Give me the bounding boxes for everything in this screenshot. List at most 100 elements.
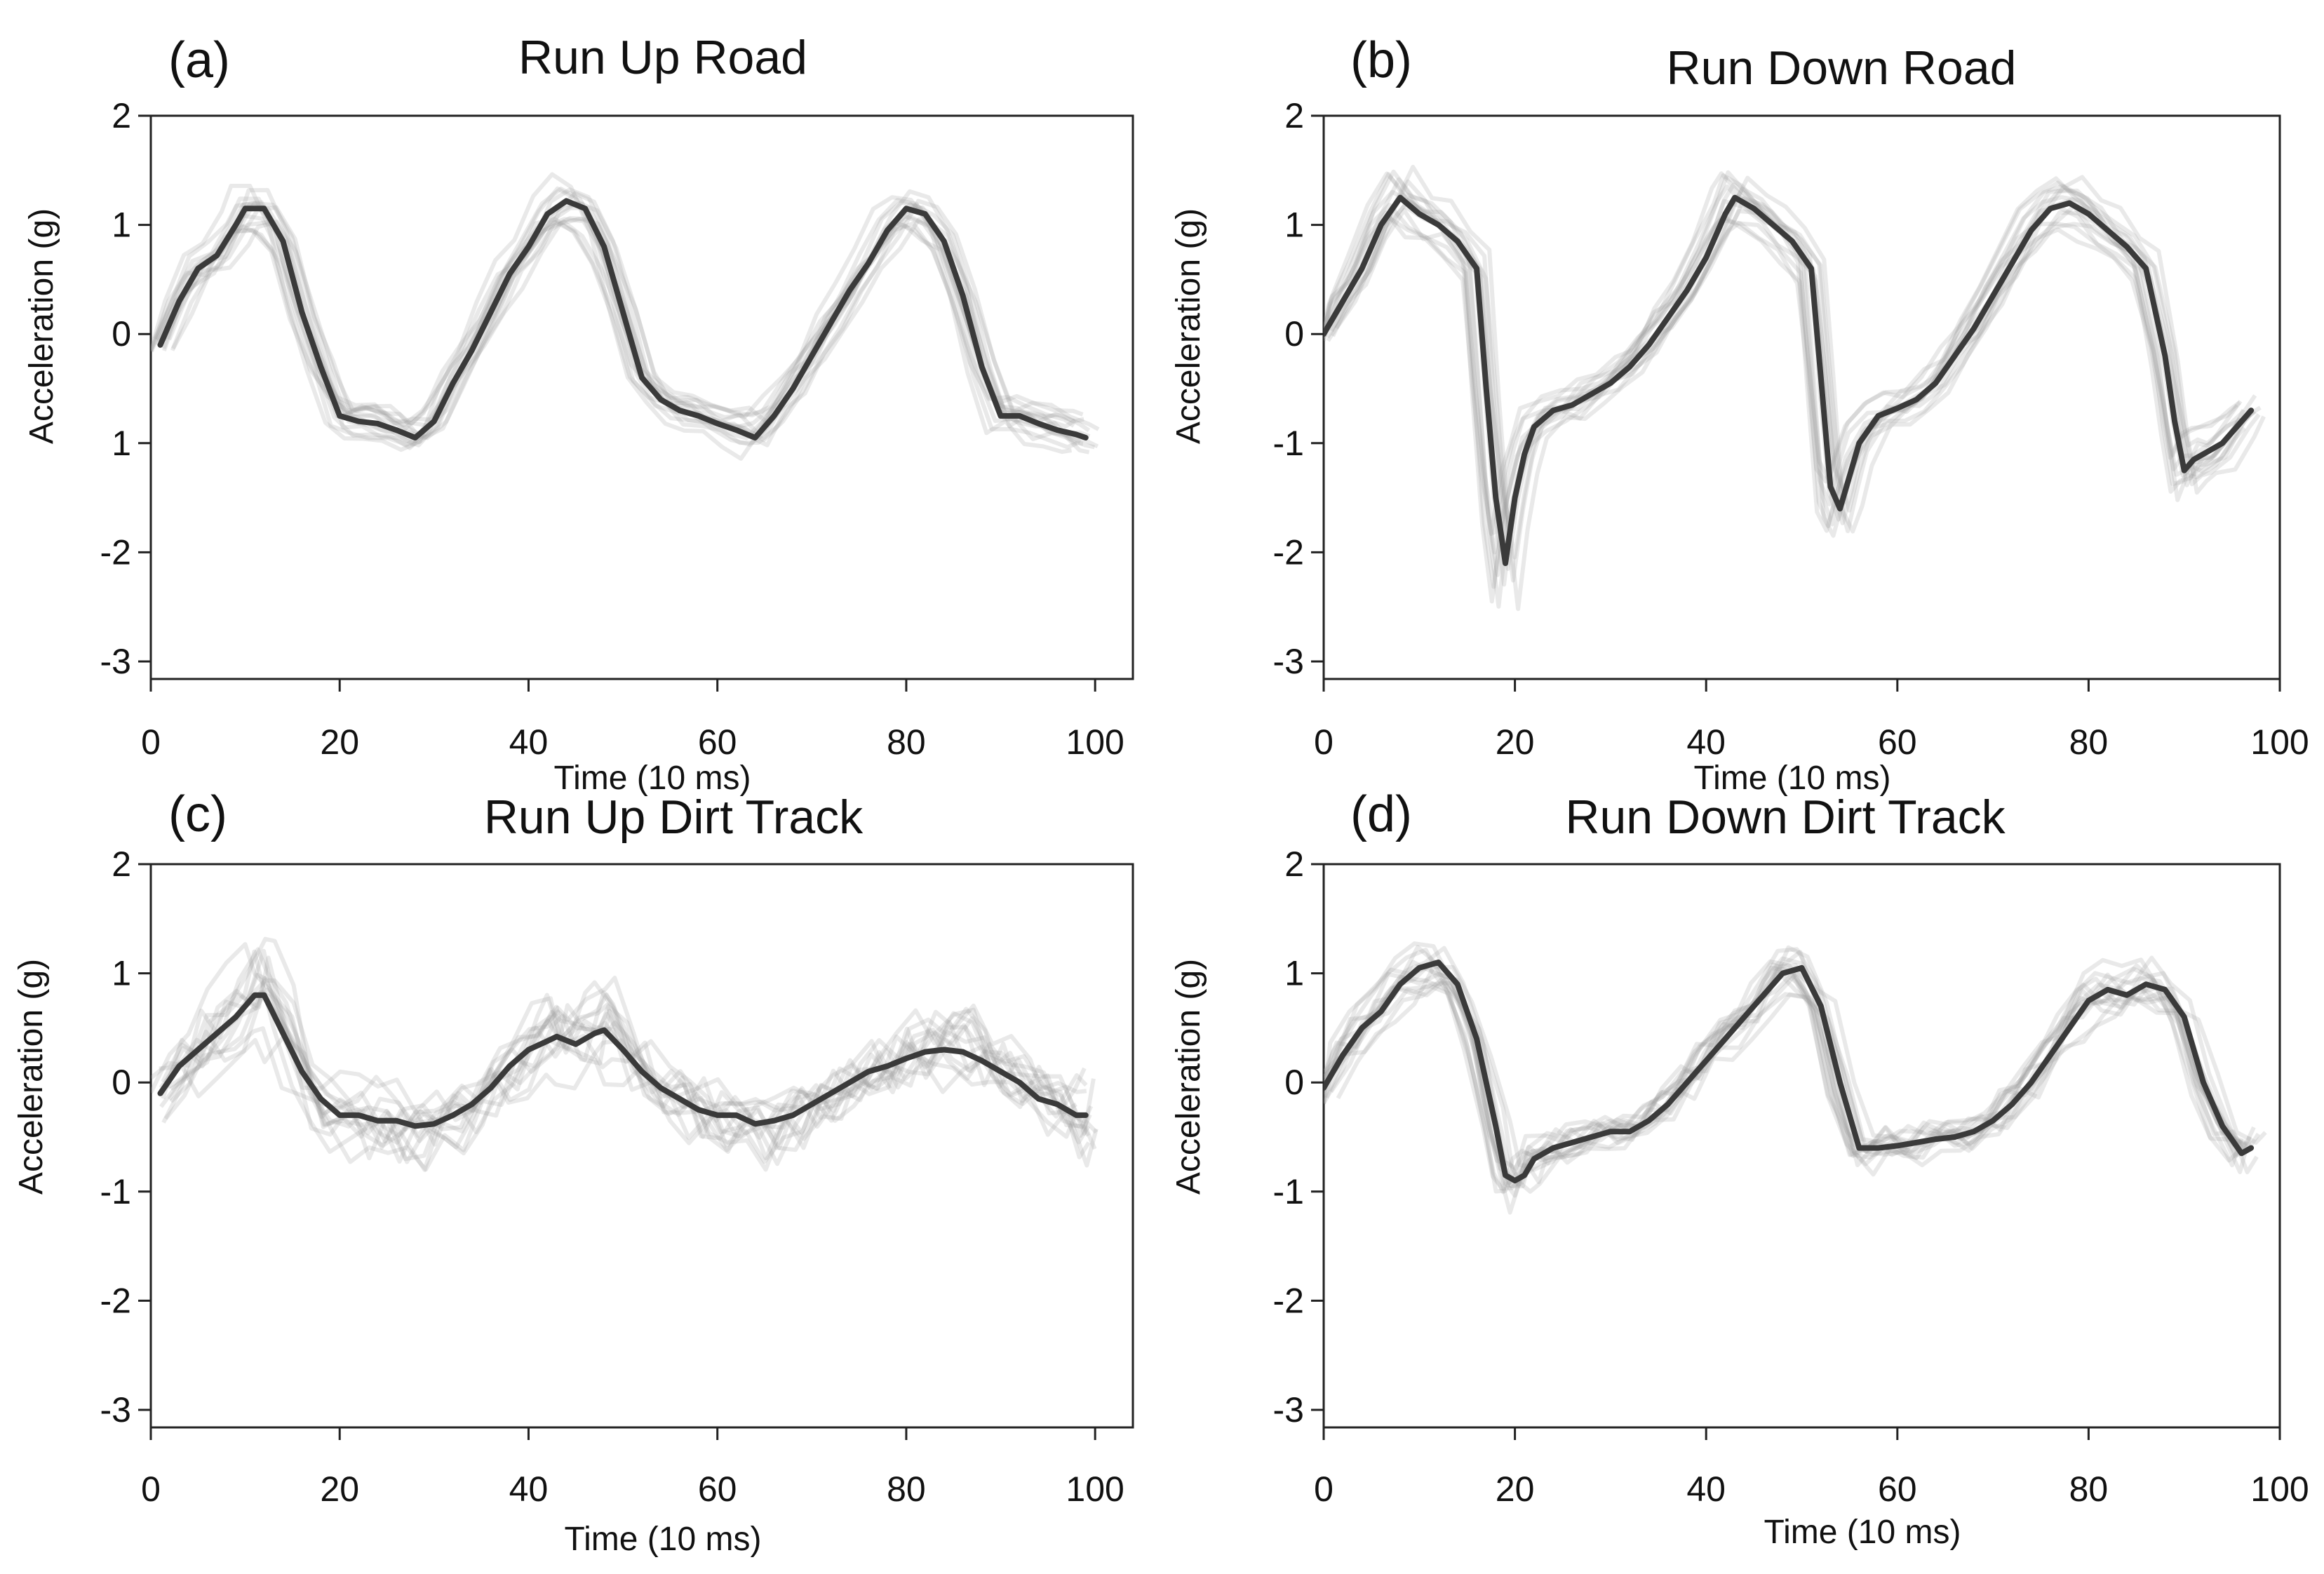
trial-line xyxy=(171,217,1100,431)
plot-frame xyxy=(1322,863,2281,1429)
x-tick-label: 0 xyxy=(141,722,161,762)
trial-line xyxy=(1329,179,2261,583)
x-tick-label: 20 xyxy=(320,722,359,762)
panel-label: (b) xyxy=(1350,32,1412,88)
plot-frame xyxy=(1322,114,2281,680)
y-tick-label: 0 xyxy=(1284,1063,1304,1102)
x-tick-label: 20 xyxy=(1496,722,1535,762)
trial-line xyxy=(1324,945,2252,1189)
x-tick-label: 100 xyxy=(2250,1469,2309,1509)
y-tick-label: -2 xyxy=(100,1281,131,1320)
x-tick-label: 20 xyxy=(320,1469,359,1509)
y-tick-label: -3 xyxy=(1273,642,1304,681)
trial-line xyxy=(161,947,1091,1166)
panel-title: Run Up Road xyxy=(518,31,807,84)
trial-line xyxy=(163,990,1094,1150)
trial-line xyxy=(155,219,1084,426)
y-tick-label: -2 xyxy=(1273,532,1304,572)
y-tick-label: 2 xyxy=(112,845,131,884)
panel-label: (c) xyxy=(168,786,227,842)
trial-line xyxy=(1324,959,2246,1188)
panel-title: Run Down Dirt Track xyxy=(1565,791,2006,844)
plot-frame xyxy=(149,114,1134,680)
trial-line xyxy=(151,942,1077,1172)
x-tick-label: 60 xyxy=(1878,722,1917,762)
plot-area xyxy=(1324,164,2266,612)
y-tick-label: 1 xyxy=(112,954,131,993)
trial-line xyxy=(1336,964,2267,1185)
x-axis-label: Time (10 ms) xyxy=(1694,760,1891,797)
x-axis-label: Time (10 ms) xyxy=(1764,1514,1961,1551)
x-tick-label: 0 xyxy=(141,1469,161,1509)
trial-line xyxy=(169,978,1098,1164)
x-axis-label: Time (10 ms) xyxy=(565,1521,762,1558)
y-tick-label: 1 xyxy=(1284,954,1304,993)
y-tick-label: 2 xyxy=(1284,845,1304,884)
x-tick-label: 100 xyxy=(2250,722,2309,762)
x-tick-label: 80 xyxy=(887,722,926,762)
trial-line xyxy=(1334,164,2266,612)
x-tick-label: 100 xyxy=(1066,1469,1124,1509)
trial-line xyxy=(1327,945,2259,1194)
y-axis-label: Acceleration (g) xyxy=(13,959,50,1195)
trial-line xyxy=(159,976,1087,1147)
x-tick-label: 20 xyxy=(1496,1469,1535,1509)
panel-label: (d) xyxy=(1350,786,1412,842)
x-tick-label: 0 xyxy=(1314,722,1334,762)
y-tick-label: -1 xyxy=(1273,1172,1304,1211)
y-axis-label: Acceleration (g) xyxy=(1170,959,1207,1195)
x-tick-label: 40 xyxy=(1686,722,1726,762)
mean-line xyxy=(1324,194,2255,566)
panel-title: Run Up Dirt Track xyxy=(484,791,864,844)
trial-line xyxy=(1324,214,2241,535)
trial-line xyxy=(1324,965,2241,1195)
trial-line xyxy=(151,217,1075,428)
x-tick-label: 40 xyxy=(1686,1469,1726,1509)
panel-3: 210-1-2-30 20 40 60 80 100(c) Run Up Dirt Trac… xyxy=(13,786,1134,1558)
trial-line xyxy=(1324,962,2244,1194)
mean-line xyxy=(157,198,1089,440)
y-tick-label: 2 xyxy=(1284,96,1304,135)
trial-line xyxy=(167,990,1096,1144)
panel-2: 2 1 0 -1 -2 -3 0 20 40 60 80 100 (b) Run Down Road Tim… xyxy=(1170,32,2309,797)
y-tick-label: -1 xyxy=(100,1172,131,1211)
y-tick-label: -2 xyxy=(1273,1281,1304,1320)
trial-line xyxy=(1324,978,2256,1179)
trial-line xyxy=(162,202,1091,445)
trial-line xyxy=(169,936,1099,1172)
trial-line xyxy=(167,948,1097,1150)
trial-line xyxy=(1324,968,2246,1185)
x-tick-label: 80 xyxy=(2069,722,2109,762)
y-tick-label: 1 xyxy=(112,424,131,463)
y-tick-label: -3 xyxy=(1273,1390,1304,1430)
y-tick-label: 0 xyxy=(112,1063,131,1102)
trial-line xyxy=(151,172,1072,461)
x-tick-label: 100 xyxy=(1066,722,1124,762)
y-tick-label: 0 xyxy=(1284,314,1304,354)
y-tick-label: 1 xyxy=(1284,206,1304,245)
y-tick-label: -3 xyxy=(100,642,131,681)
panel-title: Run Down Road xyxy=(1667,41,2017,95)
mean-line xyxy=(1324,960,2255,1184)
y-tick-label: 1 xyxy=(112,206,131,245)
trial-line xyxy=(1329,977,2261,1185)
x-tick-label: 80 xyxy=(2069,1469,2109,1509)
plot-frame xyxy=(149,863,1134,1429)
y-axis-label: Acceleration (g) xyxy=(1170,208,1207,444)
y-axis-label: Acceleration (g) xyxy=(23,208,60,444)
panel-label: (a) xyxy=(168,32,230,88)
x-tick-label: 60 xyxy=(698,722,737,762)
x-tick-label: 60 xyxy=(698,1469,737,1509)
plot-area xyxy=(151,936,1099,1172)
trial-line xyxy=(1324,199,2243,555)
panel-1: 2 1 0 1 -2 -3 0 20 40 60 80 100 (a) Run Up Road Time (… xyxy=(23,31,1134,797)
plot-area xyxy=(151,172,1100,461)
trial-line xyxy=(1324,941,2248,1215)
trial-line xyxy=(1324,210,2239,536)
mean-line xyxy=(157,992,1089,1129)
y-tick-label: -3 xyxy=(100,1390,131,1430)
trial-line xyxy=(151,220,1077,431)
x-tick-label: 80 xyxy=(887,1469,926,1509)
